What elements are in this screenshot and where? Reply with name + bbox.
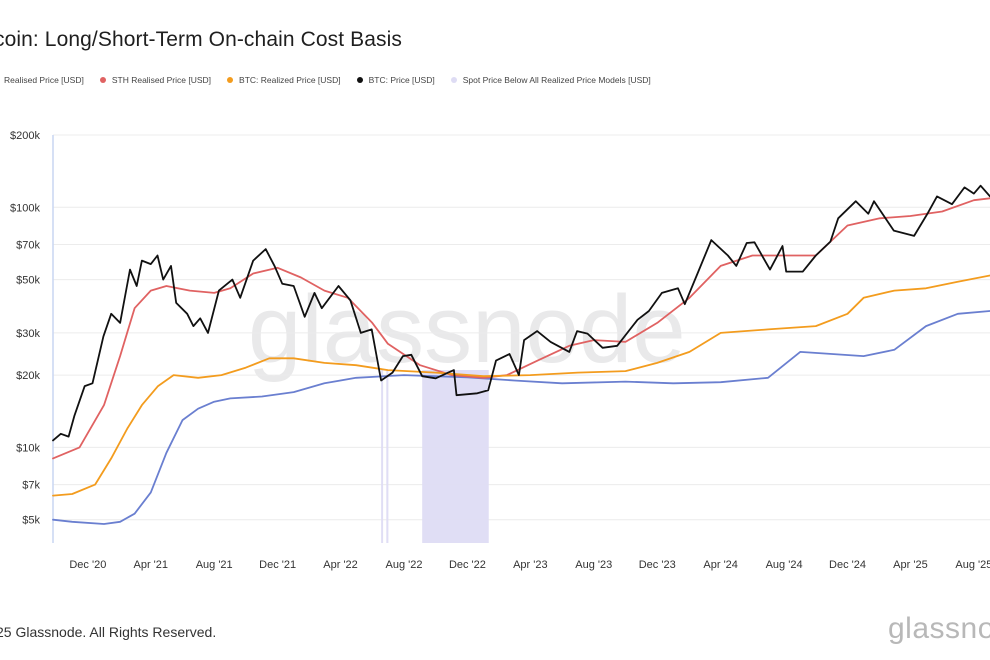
x-axis-ticks: Dec '20 Apr '21 Aug '21 Dec '21 Apr '22 Aug '… bbox=[69, 559, 990, 571]
chart-title: coin: Long/Short-Term On-chain Cost Basi… bbox=[0, 28, 402, 51]
x-tick-label: Apr '21 bbox=[133, 559, 168, 571]
x-tick-label: Apr '23 bbox=[513, 559, 548, 571]
series-line-btc-price bbox=[52, 184, 990, 442]
grid-lines bbox=[53, 134, 990, 521]
x-tick-label: Dec '20 bbox=[69, 559, 106, 571]
legend-label-realised-price: Realised Price [USD] bbox=[4, 75, 84, 85]
chart-legend: Realised Price [USD] STH Realised Price … bbox=[0, 75, 667, 85]
y-tick-label: $7k bbox=[22, 480, 40, 492]
legend-marker-btc-realized-price bbox=[227, 77, 234, 83]
legend-marker-sth-realised-price bbox=[99, 77, 106, 83]
x-tick-label: Dec '23 bbox=[639, 559, 676, 571]
brand-logo: glassnode bbox=[888, 612, 990, 645]
y-tick-label: $20k bbox=[16, 370, 40, 382]
x-tick-label: Aug '24 bbox=[766, 559, 803, 571]
legend-label-sth-realised-price: STH Realised Price [USD] bbox=[111, 75, 212, 85]
legend-item-sth-realised-price[interactable]: STH Realised Price [USD] bbox=[99, 75, 212, 85]
x-tick-label: Apr '24 bbox=[703, 559, 738, 571]
shaded-region bbox=[386, 370, 389, 543]
x-tick-label: Dec '24 bbox=[829, 559, 866, 571]
x-tick-label: Dec '21 bbox=[259, 559, 296, 571]
shaded-region bbox=[422, 370, 489, 543]
chart-watermark: glassnode bbox=[248, 276, 686, 383]
y-tick-label: $50k bbox=[16, 275, 40, 287]
legend-label-btc-price: BTC: Price [USD] bbox=[368, 75, 435, 85]
x-tick-label: Aug '23 bbox=[575, 559, 612, 571]
series-lines bbox=[52, 184, 990, 525]
copyright-footer: 25 Glassnode. All Rights Reserved. bbox=[0, 624, 217, 640]
y-tick-label: $70k bbox=[16, 239, 40, 251]
y-tick-label: $100k bbox=[10, 202, 40, 214]
x-tick-label: Dec '22 bbox=[449, 559, 486, 571]
x-tick-label: Apr '25 bbox=[893, 559, 928, 571]
legend-label-spot-below-models: Spot Price Below All Realized Price Mode… bbox=[462, 75, 651, 85]
legend-item-realised-price[interactable]: Realised Price [USD] bbox=[0, 75, 84, 85]
y-tick-label: $5k bbox=[22, 515, 40, 527]
legend-marker-btc-price bbox=[356, 77, 363, 83]
shaded-regions bbox=[381, 370, 489, 543]
x-tick-label: Aug '22 bbox=[386, 559, 423, 571]
y-tick-label: $200k bbox=[10, 130, 40, 142]
x-tick-label: Apr '22 bbox=[323, 559, 358, 571]
x-tick-label: Aug '25 bbox=[955, 559, 990, 571]
shaded-region bbox=[381, 370, 384, 543]
y-tick-label: $30k bbox=[16, 328, 40, 340]
legend-item-btc-price[interactable]: BTC: Price [USD] bbox=[356, 75, 435, 85]
series-line-btc-realized-price bbox=[52, 274, 990, 497]
legend-item-spot-below-models[interactable]: Spot Price Below All Realized Price Mode… bbox=[450, 75, 651, 85]
legend-item-btc-realized-price[interactable]: BTC: Realized Price [USD] bbox=[227, 75, 341, 85]
y-axis-ticks: $5k $7k $10k $20k $30k $50k $70k $100k $200k bbox=[10, 130, 40, 527]
x-tick-label: Aug '21 bbox=[196, 559, 233, 571]
y-tick-label: $10k bbox=[16, 442, 40, 454]
legend-label-btc-realized-price: BTC: Realized Price [USD] bbox=[239, 75, 341, 85]
legend-marker-spot-below-models bbox=[450, 77, 457, 83]
